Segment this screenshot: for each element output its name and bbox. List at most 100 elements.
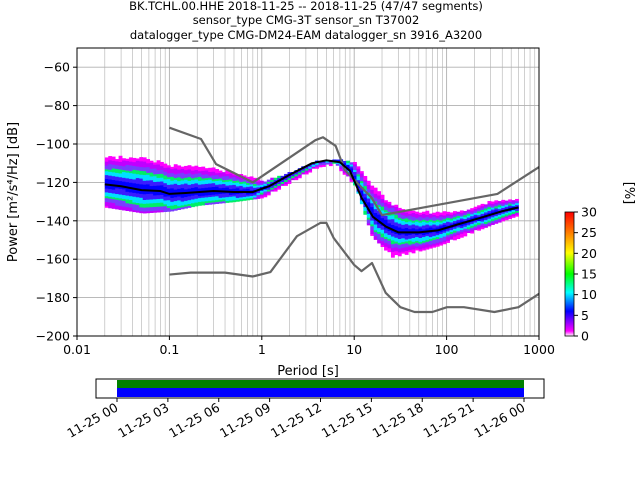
heatmap-cell (256, 196, 261, 199)
heatmap-cell (115, 203, 120, 206)
heatmap-cell (273, 185, 278, 188)
heatmap-cell (384, 202, 388, 205)
heatmap-cell (415, 225, 419, 228)
heatmap-cell (449, 223, 454, 227)
heatmap-cell (425, 212, 430, 215)
heatmap-cell (204, 195, 209, 198)
heatmap-cell (228, 196, 233, 199)
heatmap-cell (215, 176, 219, 180)
heatmap-cell (373, 222, 378, 225)
heatmap-cell (122, 177, 126, 180)
heatmap-cell (104, 165, 109, 168)
heatmap-cell (249, 178, 254, 181)
heatmap-cell (225, 183, 230, 186)
heatmap-cell (111, 168, 116, 171)
heatmap-cell (139, 208, 144, 212)
heatmap-cell (459, 231, 464, 234)
heatmap-cell (446, 215, 450, 218)
heatmap-cell (470, 213, 475, 217)
heatmap-cell (380, 198, 385, 201)
heatmap-cell (397, 219, 402, 222)
heatmap-cell (504, 210, 509, 213)
heatmap-cell (115, 201, 120, 204)
heatmap-cell (515, 214, 519, 217)
heatmap-cell (390, 245, 395, 249)
heatmap-cell (363, 177, 368, 181)
heatmap-cell (197, 195, 202, 199)
heatmap-cell (377, 204, 382, 207)
heatmap-cell (397, 207, 402, 211)
heatmap-cell (390, 215, 395, 218)
heatmap-cell (421, 236, 426, 239)
heatmap-cell (387, 217, 392, 220)
x-tick-label: 0.1 (159, 342, 179, 357)
heatmap-cell (166, 174, 171, 178)
heatmap-cell (125, 160, 130, 164)
heatmap-cell (453, 228, 457, 231)
heatmap-cell (435, 219, 440, 222)
heatmap-cell (156, 181, 161, 184)
heatmap-cell (218, 174, 223, 177)
heatmap-cell (194, 186, 199, 190)
heatmap-cell (511, 205, 516, 209)
series-line-model-low (169, 221, 539, 314)
heatmap-cell (435, 215, 440, 218)
heatmap-cell (394, 222, 399, 225)
heatmap-cell (125, 195, 130, 198)
heatmap-cell (363, 193, 368, 196)
heatmap-cell (384, 242, 388, 245)
heatmap-cell (366, 203, 371, 207)
heatmap-cell (415, 248, 419, 251)
heatmap-cell (187, 205, 192, 208)
heatmap-cell (115, 191, 120, 195)
heatmap-cell (173, 202, 178, 205)
heatmap-cell (484, 219, 488, 223)
heatmap-cell (108, 184, 113, 188)
heatmap-cell (239, 195, 244, 198)
heatmap-cell (342, 170, 347, 173)
heatmap-cell (197, 168, 202, 172)
heatmap-cell (118, 155, 123, 159)
heatmap-cell (128, 193, 133, 197)
heatmap-cell (125, 199, 130, 202)
heatmap-cell (373, 187, 378, 190)
heatmap-cell (146, 195, 151, 198)
heatmap-cell (125, 204, 130, 208)
heatmap-cell (446, 219, 450, 222)
heatmap-cell (490, 209, 495, 212)
heatmap-cell (477, 222, 481, 225)
heatmap-cell (418, 235, 423, 238)
heatmap-cell (439, 231, 444, 235)
heatmap-cell (280, 179, 285, 183)
heatmap-cell (380, 242, 385, 246)
heatmap-cell (122, 202, 126, 205)
heatmap-cell (480, 217, 485, 220)
heatmap-cell (425, 245, 430, 248)
heatmap-cell (404, 237, 409, 240)
heatmap-cell (411, 239, 416, 242)
heatmap-cell (149, 204, 154, 208)
heatmap-cell (390, 239, 395, 243)
heatmap-cell (187, 197, 192, 201)
heatmap-cell (366, 217, 371, 220)
heatmap-cell (508, 210, 513, 214)
heatmap-cell (377, 218, 382, 221)
heatmap-cell (118, 163, 123, 166)
heatmap-cell (142, 166, 147, 170)
heatmap-cell (122, 204, 126, 207)
heatmap-cell (159, 173, 164, 176)
heatmap-cell (449, 218, 454, 221)
heatmap-cell (501, 203, 506, 207)
heatmap-cell (370, 233, 375, 236)
heatmap-cell (349, 168, 354, 171)
heatmap-cell (442, 228, 447, 231)
heatmap-cell (159, 200, 164, 203)
heatmap-cell (156, 171, 161, 175)
heatmap-cell (184, 175, 188, 178)
heatmap-cell (194, 196, 199, 199)
heatmap-cell (225, 194, 230, 198)
heatmap-cell (139, 207, 144, 210)
heatmap-cell (515, 208, 519, 211)
heatmap-cell (415, 232, 419, 236)
heatmap-cell (425, 226, 430, 229)
